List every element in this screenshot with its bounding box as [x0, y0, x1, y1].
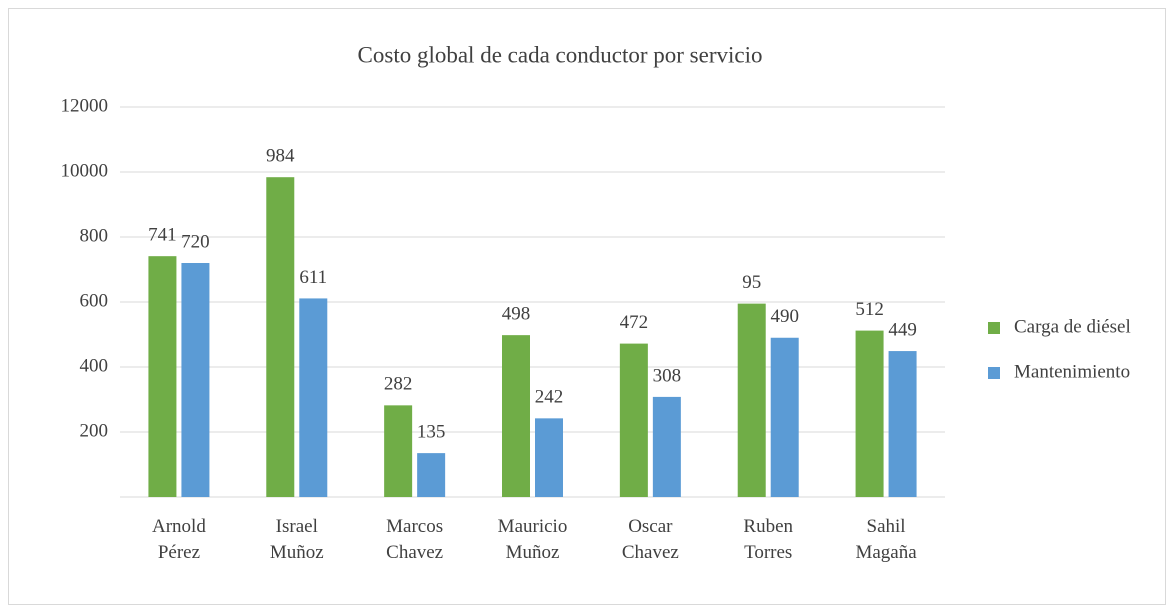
bar — [266, 177, 295, 497]
y-tick-label: 600 — [80, 290, 109, 311]
data-label: 308 — [653, 365, 682, 386]
bar — [299, 298, 328, 497]
legend-swatch — [988, 367, 1000, 379]
data-label: 135 — [417, 421, 446, 442]
x-tick-label: Marcos Chavez — [386, 516, 444, 563]
data-label: 512 — [855, 299, 884, 320]
bar — [535, 418, 563, 497]
data-label: 95 — [742, 272, 761, 293]
data-label: 449 — [888, 319, 917, 340]
x-tick-label: Sahil Magaña — [855, 516, 917, 563]
data-label: 611 — [299, 267, 327, 288]
bar — [888, 351, 917, 497]
chart-title: Costo global de cada conductor por servi… — [358, 42, 763, 67]
x-tick-label: Ruben Torres — [743, 516, 793, 563]
y-tick-label: 800 — [80, 225, 109, 246]
bar — [502, 335, 530, 497]
data-label: 741 — [148, 225, 177, 246]
bar — [181, 263, 210, 497]
y-tick-label: 400 — [80, 355, 109, 376]
bar — [384, 405, 413, 497]
data-label: 498 — [502, 304, 531, 325]
bar — [417, 453, 446, 497]
data-label: 720 — [181, 231, 210, 252]
data-label: 242 — [535, 387, 564, 408]
bar — [737, 303, 766, 497]
x-tick-label: Israel Muñoz — [269, 516, 324, 563]
x-tick-label: Mauricio Muñoz — [497, 516, 568, 563]
y-tick-label: 12000 — [61, 95, 109, 116]
data-label: 472 — [620, 312, 649, 333]
bar — [770, 337, 799, 497]
legend-label: Carga de diésel — [1014, 316, 1131, 337]
legend-label: Mantenimiento — [1014, 361, 1130, 382]
bar — [855, 330, 884, 497]
y-tick-label: 10000 — [61, 160, 109, 181]
y-tick-label: 200 — [80, 420, 109, 441]
data-label: 490 — [770, 306, 799, 327]
x-tick-label: Oscar Chavez — [621, 516, 679, 563]
legend-swatch — [988, 322, 1000, 334]
bar — [619, 343, 648, 497]
bar — [652, 396, 681, 497]
data-label: 984 — [266, 146, 295, 167]
x-tick-label: Arnold Pérez — [152, 516, 206, 563]
bar — [148, 256, 177, 497]
data-label: 282 — [384, 374, 413, 395]
